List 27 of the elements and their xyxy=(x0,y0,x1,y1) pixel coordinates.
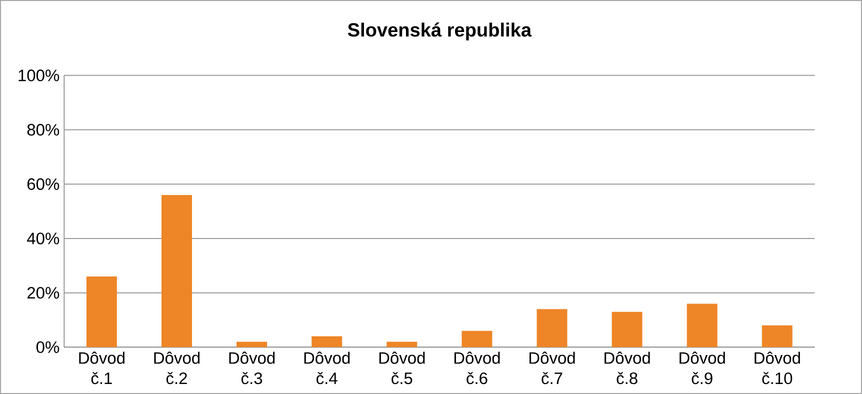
x-tick-label: Dôvod č.3 xyxy=(229,352,275,384)
y-tick-label: 80% xyxy=(27,124,60,136)
bar xyxy=(686,304,718,348)
bar xyxy=(536,309,568,348)
bar xyxy=(312,336,342,348)
x-tick-label: Dôvod č.2 xyxy=(154,352,200,384)
bar xyxy=(462,330,492,348)
y-tick-label: 0% xyxy=(36,341,60,354)
x-tick-label: Dôvod č.8 xyxy=(604,352,650,384)
bar xyxy=(762,325,792,348)
x-tick-label: Dôvod č.9 xyxy=(680,352,725,384)
bar xyxy=(162,194,192,348)
bar xyxy=(236,342,268,348)
x-tick-label: Dôvod č.1 xyxy=(79,352,124,384)
y-tick-label: 40% xyxy=(27,232,60,244)
bar xyxy=(86,276,117,348)
bar xyxy=(386,342,418,348)
chart-title: Slovenská republika xyxy=(348,22,532,40)
y-tick-label: 60% xyxy=(27,178,60,190)
y-tick-label: 100% xyxy=(18,70,60,82)
y-tick-label: 20% xyxy=(27,286,60,299)
x-tick-label: Dôvod č.10 xyxy=(754,352,800,384)
x-tick-label: Dôvod č.4 xyxy=(304,352,350,384)
bar xyxy=(612,312,642,348)
x-tick-label: Dôvod č.6 xyxy=(454,352,500,384)
x-tick-label: Dôvod č.5 xyxy=(379,352,425,384)
x-tick-label: Dôvod č.7 xyxy=(530,352,575,384)
